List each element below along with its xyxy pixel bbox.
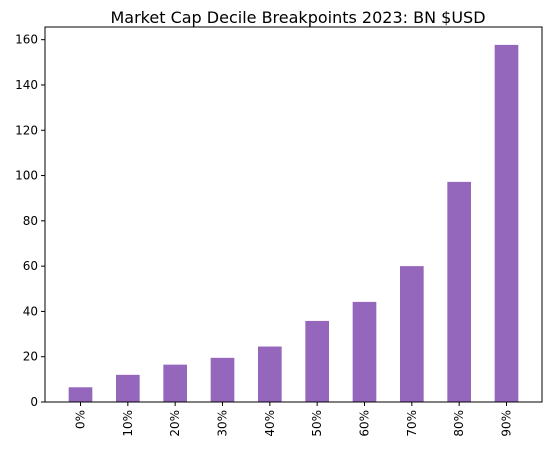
x-tick-label: 90% — [500, 410, 514, 437]
bars-group — [68, 44, 519, 402]
x-tick-label: 20% — [168, 410, 182, 437]
y-tick-label: 160 — [15, 33, 38, 47]
x-tick-label: 60% — [358, 410, 372, 437]
x-tick-label: 80% — [452, 410, 466, 437]
bar-40pct — [258, 346, 282, 402]
y-tick-label: 60 — [23, 259, 38, 273]
bar-0pct — [68, 387, 93, 402]
x-tick-label: 50% — [310, 410, 324, 437]
x-axis: 0% 10% 20% 30% 40% 50% 60% 70% 80% 90% — [74, 402, 514, 437]
x-tick-label: 70% — [405, 410, 419, 437]
bar-10pct — [116, 374, 140, 402]
plot-frame — [44, 26, 543, 403]
y-tick-label: 100 — [15, 169, 38, 183]
y-tick-label: 80 — [23, 214, 38, 228]
bar-20pct — [163, 364, 187, 402]
bar-60pct — [352, 301, 377, 402]
y-tick-label: 0 — [30, 395, 38, 409]
y-tick-label: 40 — [23, 304, 38, 318]
y-tick-label: 120 — [15, 123, 38, 137]
x-tick-label: 10% — [121, 410, 135, 437]
bar-80pct — [447, 181, 471, 402]
x-tick-label: 40% — [263, 410, 277, 437]
y-tick-label: 20 — [23, 350, 38, 364]
bar-50pct — [305, 320, 329, 402]
y-tick-label: 140 — [15, 78, 38, 92]
chart-title: Market Cap Decile Breakpoints 2023: BN $… — [110, 8, 485, 27]
y-axis: 0 20 40 60 80 100 120 140 160 — [15, 33, 45, 409]
bar-30pct — [210, 357, 235, 402]
x-tick-label: 30% — [216, 410, 230, 437]
bar-90pct — [494, 44, 519, 402]
bar-70pct — [400, 266, 424, 402]
x-tick-label: 0% — [74, 410, 88, 429]
